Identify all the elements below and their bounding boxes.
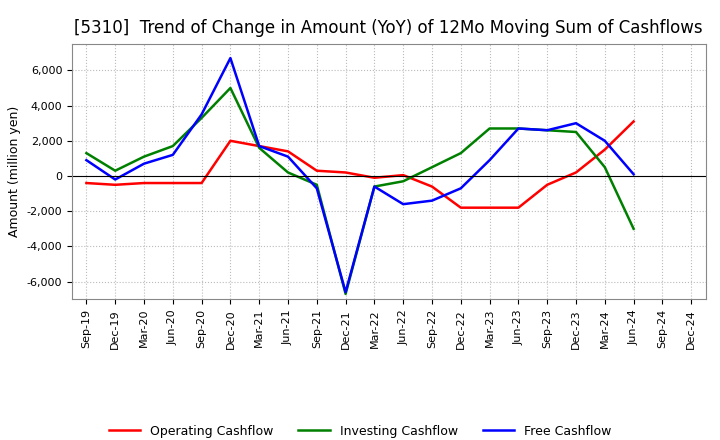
- Free Cashflow: [168, 152, 177, 158]
- Operating Cashflow: [456, 205, 465, 210]
- Operating Cashflow: [255, 143, 264, 149]
- Investing Cashflow: [341, 291, 350, 297]
- Investing Cashflow: [572, 129, 580, 135]
- Y-axis label: Amount (million yen): Amount (million yen): [8, 106, 21, 237]
- Investing Cashflow: [600, 165, 609, 170]
- Investing Cashflow: [514, 126, 523, 131]
- Free Cashflow: [226, 55, 235, 61]
- Free Cashflow: [629, 172, 638, 177]
- Operating Cashflow: [629, 119, 638, 124]
- Investing Cashflow: [456, 150, 465, 156]
- Free Cashflow: [111, 177, 120, 182]
- Investing Cashflow: [312, 182, 321, 187]
- Free Cashflow: [370, 184, 379, 189]
- Line: Free Cashflow: Free Cashflow: [86, 58, 634, 292]
- Free Cashflow: [572, 121, 580, 126]
- Free Cashflow: [197, 112, 206, 117]
- Operating Cashflow: [341, 170, 350, 175]
- Operating Cashflow: [82, 180, 91, 186]
- Legend: Operating Cashflow, Investing Cashflow, Free Cashflow: Operating Cashflow, Investing Cashflow, …: [104, 420, 616, 440]
- Investing Cashflow: [399, 179, 408, 184]
- Free Cashflow: [341, 290, 350, 295]
- Operating Cashflow: [514, 205, 523, 210]
- Investing Cashflow: [255, 145, 264, 150]
- Investing Cashflow: [284, 170, 292, 175]
- Investing Cashflow: [168, 143, 177, 149]
- Operating Cashflow: [197, 180, 206, 186]
- Operating Cashflow: [485, 205, 494, 210]
- Operating Cashflow: [284, 149, 292, 154]
- Investing Cashflow: [629, 226, 638, 231]
- Investing Cashflow: [140, 154, 148, 159]
- Investing Cashflow: [226, 85, 235, 91]
- Operating Cashflow: [111, 182, 120, 187]
- Line: Operating Cashflow: Operating Cashflow: [86, 121, 634, 208]
- Free Cashflow: [456, 186, 465, 191]
- Operating Cashflow: [572, 170, 580, 175]
- Free Cashflow: [255, 143, 264, 149]
- Free Cashflow: [284, 154, 292, 159]
- Free Cashflow: [543, 128, 552, 133]
- Title: [5310]  Trend of Change in Amount (YoY) of 12Mo Moving Sum of Cashflows: [5310] Trend of Change in Amount (YoY) o…: [74, 19, 703, 37]
- Free Cashflow: [399, 202, 408, 207]
- Investing Cashflow: [543, 128, 552, 133]
- Operating Cashflow: [543, 182, 552, 187]
- Line: Investing Cashflow: Investing Cashflow: [86, 88, 634, 294]
- Free Cashflow: [428, 198, 436, 203]
- Operating Cashflow: [428, 184, 436, 189]
- Free Cashflow: [140, 161, 148, 166]
- Free Cashflow: [600, 138, 609, 143]
- Investing Cashflow: [428, 165, 436, 170]
- Free Cashflow: [514, 126, 523, 131]
- Free Cashflow: [82, 158, 91, 163]
- Operating Cashflow: [226, 138, 235, 143]
- Operating Cashflow: [370, 175, 379, 180]
- Investing Cashflow: [82, 150, 91, 156]
- Free Cashflow: [312, 186, 321, 191]
- Free Cashflow: [485, 158, 494, 163]
- Investing Cashflow: [485, 126, 494, 131]
- Operating Cashflow: [312, 168, 321, 173]
- Operating Cashflow: [600, 147, 609, 152]
- Operating Cashflow: [399, 172, 408, 178]
- Investing Cashflow: [370, 184, 379, 189]
- Investing Cashflow: [111, 168, 120, 173]
- Investing Cashflow: [197, 115, 206, 121]
- Operating Cashflow: [140, 180, 148, 186]
- Operating Cashflow: [168, 180, 177, 186]
